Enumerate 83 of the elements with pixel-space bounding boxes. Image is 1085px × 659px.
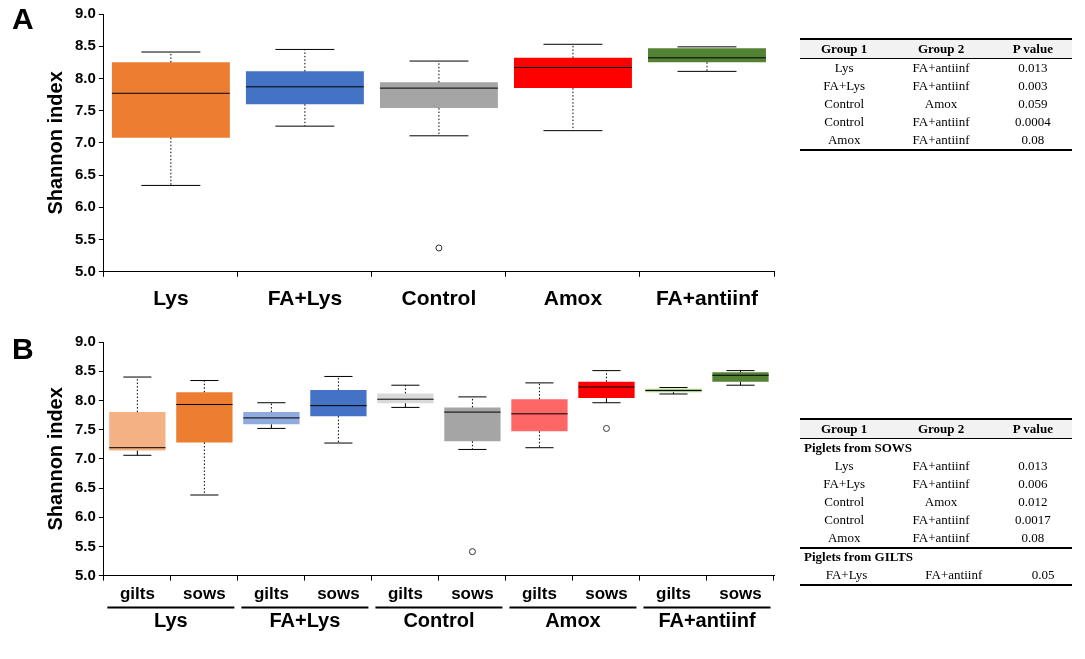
x-tick-label: sows xyxy=(317,584,360,604)
text: FA+antiinf xyxy=(658,609,756,632)
x-tick-label: sows xyxy=(183,584,226,604)
y-tick-label: 8.5 xyxy=(74,361,96,379)
category-label: Group 2 xyxy=(888,419,994,439)
x-tick-label: gilts xyxy=(253,584,289,604)
text: FA+antiinf xyxy=(911,529,971,547)
y-tick-label: 8.0 xyxy=(74,68,96,86)
text: FA+Lys xyxy=(822,475,867,493)
text: Control xyxy=(823,113,866,131)
y-tick-label: 7.5 xyxy=(74,100,96,118)
text: FA+antiinf xyxy=(924,566,984,584)
text: 0.08 xyxy=(1020,529,1046,547)
y-tick-label: 5.0 xyxy=(74,261,96,279)
text: FA+antiinf xyxy=(911,59,971,77)
text: Amox xyxy=(923,95,959,113)
x-tick-label: gilts xyxy=(119,584,155,604)
x-tick-label: FA+Lys xyxy=(267,286,343,310)
text: Lys xyxy=(154,609,188,632)
text: 0.0004 xyxy=(1014,113,1052,131)
category-label: Group 2 xyxy=(888,39,994,59)
x-tick-label: gilts xyxy=(387,584,423,604)
text: 0.006 xyxy=(1017,475,1049,493)
y-tick-label: 9.0 xyxy=(74,4,96,22)
x-tick-label: gilts xyxy=(521,584,557,604)
text: FA+Lys xyxy=(269,609,341,632)
category-label: Group 1 xyxy=(800,419,889,439)
text: 0.003 xyxy=(1017,77,1049,95)
text: Control xyxy=(823,511,866,529)
text: 0.05 xyxy=(1030,566,1056,584)
chart-title: A xyxy=(12,2,34,36)
y-tick-label: 8.5 xyxy=(74,36,96,54)
x-tick-label: sows xyxy=(719,584,762,604)
category-label: P value xyxy=(993,39,1072,59)
y-tick-label: 7.0 xyxy=(74,448,96,466)
text: FA+antiinf xyxy=(911,131,971,149)
text: FA+antiinf xyxy=(911,77,971,95)
text: FA+antiinf xyxy=(911,457,971,475)
text: Lys xyxy=(833,59,855,77)
text: FA+antiinf xyxy=(911,475,971,493)
text: 0.0017 xyxy=(1014,511,1052,529)
y-tick-label: 6.0 xyxy=(74,507,96,525)
x-tick-label: gilts xyxy=(656,584,691,604)
x-tick-label: Amox xyxy=(543,286,603,310)
y-tick-label: 8.0 xyxy=(74,390,96,408)
text: Amox xyxy=(826,529,862,547)
text: Amox xyxy=(826,131,862,149)
y-tick-label: 6.5 xyxy=(74,478,96,496)
text: Control xyxy=(823,95,866,113)
text: Amox xyxy=(923,493,959,511)
x-tick-label: sows xyxy=(585,584,628,604)
text: Piglets from GILTS xyxy=(800,547,1072,566)
y-tick-label: 5.5 xyxy=(74,229,96,247)
text: Control xyxy=(403,609,475,632)
text: Lys xyxy=(833,457,855,475)
text: Piglets from SOWS xyxy=(800,438,1072,457)
y-axis-title: Shannon index xyxy=(43,71,66,215)
text: 0.012 xyxy=(1017,493,1049,511)
x-tick-label: sows xyxy=(451,584,494,604)
y-tick-label: 5.5 xyxy=(74,536,96,554)
text: 0.08 xyxy=(1020,131,1046,149)
y-axis-title: Shannon index xyxy=(43,387,66,531)
text: 0.013 xyxy=(1017,457,1049,475)
category-label: P value xyxy=(993,419,1072,439)
text: 0.013 xyxy=(1017,59,1049,77)
x-tick-label: Lys xyxy=(153,286,189,310)
y-tick-label: 7.0 xyxy=(74,133,96,151)
y-tick-label: 9.0 xyxy=(74,332,96,350)
text: FA+antiinf xyxy=(911,113,971,131)
y-tick-label: 6.5 xyxy=(74,165,96,183)
y-tick-label: 5.0 xyxy=(74,565,96,583)
text: Control xyxy=(823,493,866,511)
x-tick-label: FA+antiinf xyxy=(655,286,760,310)
text: Amox xyxy=(545,609,601,632)
y-tick-label: 6.0 xyxy=(74,197,96,215)
text: 0.059 xyxy=(1017,95,1049,113)
text: FA+Lys xyxy=(824,566,869,584)
text: FA+antiinf xyxy=(911,511,971,529)
chart-title: B xyxy=(12,332,34,366)
category-label: Group 1 xyxy=(800,39,889,59)
text: FA+Lys xyxy=(822,77,867,95)
x-tick-label: Control xyxy=(401,286,477,310)
y-tick-label: 7.5 xyxy=(74,419,96,437)
